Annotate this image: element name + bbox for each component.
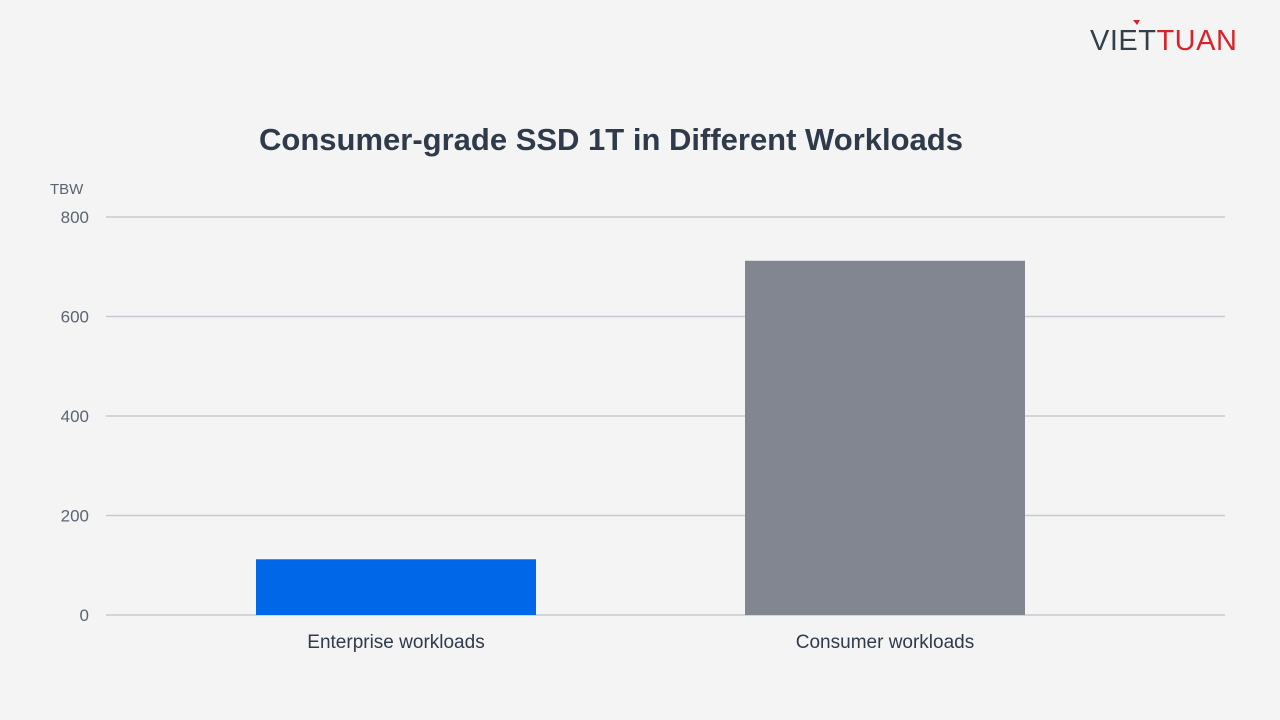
gridlines	[106, 216, 1225, 616]
bar-enterprise-workloads	[256, 559, 536, 615]
y-tick-label: 200	[61, 507, 89, 526]
y-axis-label: TBW	[50, 181, 84, 198]
chart-title: Consumer-grade SSD 1T in Different Workl…	[259, 122, 963, 157]
y-tick-label: 400	[61, 407, 89, 426]
x-tick-label: Consumer workloads	[796, 632, 974, 653]
y-tick-label: 0	[80, 606, 89, 625]
bar-consumer-workloads	[745, 260, 1025, 615]
x-tick-label: Enterprise workloads	[307, 632, 484, 653]
y-tick-label: 600	[61, 308, 89, 327]
y-tick-label: 800	[61, 208, 89, 227]
svg-text:VIETTUAN: VIETTUAN	[1090, 25, 1237, 56]
viettuan-logo: VIETTUAN	[1090, 20, 1237, 56]
bars	[256, 260, 1025, 615]
y-tick-labels: 0 200 400 600 800	[61, 208, 89, 625]
x-tick-labels: Enterprise workloads Consumer workloads	[307, 632, 974, 653]
